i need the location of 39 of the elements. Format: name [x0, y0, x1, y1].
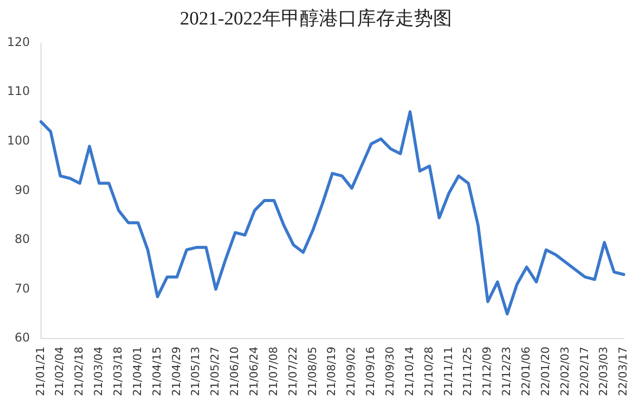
- y-tick-label: 120: [7, 34, 30, 49]
- y-tick-label: 70: [14, 281, 30, 296]
- y-tick-label: 60: [14, 330, 30, 345]
- x-tick-label: 21/07/22: [286, 346, 300, 396]
- x-tick-label: 21/05/27: [208, 346, 222, 396]
- x-tick-label: 21/07/08: [266, 346, 280, 396]
- x-tick-label: 21/12/09: [480, 346, 494, 396]
- x-tick-label: 21/12/23: [500, 346, 514, 396]
- x-tick-label: 22/03/17: [616, 346, 630, 396]
- x-tick-label: 21/02/18: [72, 346, 86, 396]
- x-tick-label: 21/06/24: [247, 346, 260, 396]
- x-tick-label: 21/01/21: [34, 346, 47, 396]
- x-tick-label: 21/10/28: [422, 346, 436, 396]
- x-tick-label: 21/04/29: [170, 346, 183, 396]
- x-tick-label: 21/02/04: [53, 346, 66, 396]
- y-tick-label: 80: [14, 232, 30, 246]
- x-tick-label: 21/06/10: [228, 346, 242, 396]
- x-tick-label: 21/08/05: [306, 346, 319, 396]
- x-tick-label: 22/01/20: [538, 346, 552, 396]
- x-tick-label: 22/03/03: [597, 346, 610, 396]
- x-tick-label: 21/03/04: [92, 346, 106, 396]
- x-tick-label: 21/11/11: [442, 346, 455, 396]
- x-tick-label: 21/03/18: [111, 346, 124, 396]
- x-tick-label: 21/04/01: [130, 346, 144, 396]
- x-tick-label: 22/02/17: [578, 346, 591, 396]
- x-tick-label: 21/10/14: [402, 346, 416, 396]
- chart-title: 2021-2022年甲醇港口库存走势图: [180, 7, 452, 30]
- x-tick-label: 21/09/16: [364, 346, 378, 396]
- x-tick-label: 21/09/02: [344, 346, 358, 396]
- x-tick-label: 21/04/15: [150, 346, 164, 396]
- y-tick-label: 90: [14, 182, 30, 197]
- x-tick-label: 21/11/25: [461, 346, 474, 396]
- x-tick-label: 21/05/13: [189, 346, 202, 396]
- y-tick-label: 110: [7, 84, 30, 98]
- x-tick-label: 22/01/06: [520, 346, 533, 396]
- x-tick-label: 21/09/30: [384, 346, 396, 396]
- y-tick-label: 100: [7, 134, 30, 148]
- x-tick-label: 21/08/19: [325, 346, 338, 396]
- x-tick-label: 22/02/03: [558, 346, 572, 396]
